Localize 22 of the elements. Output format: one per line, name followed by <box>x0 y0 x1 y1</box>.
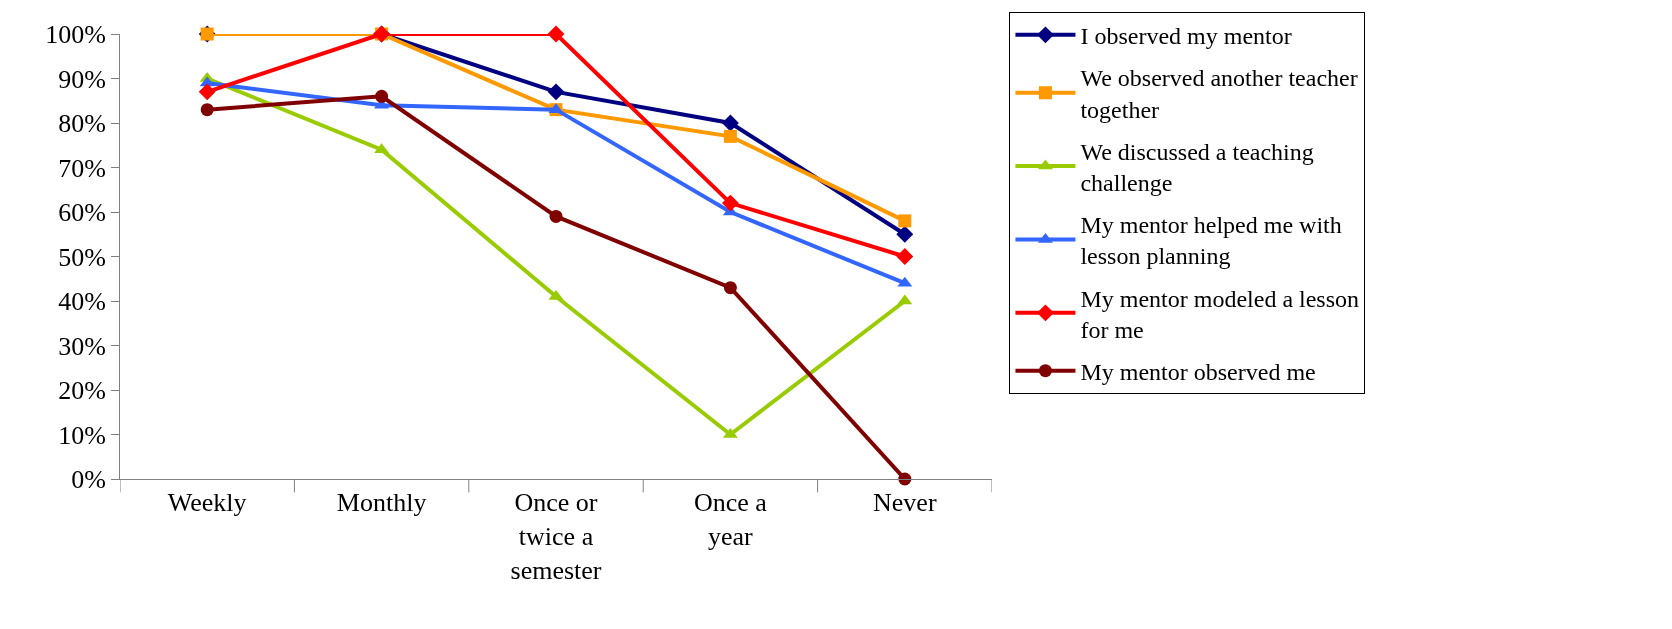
y-tick-label: 80% <box>58 109 106 139</box>
y-tick-label: 10% <box>58 420 106 450</box>
legend-label: We discussed a teaching challenge <box>1080 138 1314 197</box>
x-tick-label: Once a year <box>693 488 768 551</box>
y-tick-label: 20% <box>58 376 106 406</box>
y-tick-label: 40% <box>58 287 106 317</box>
x-tick-label: Monthly <box>336 488 427 518</box>
x-tick-label: Weekly <box>167 488 247 518</box>
legend-label: My mentor helped me with lesson planning <box>1080 212 1342 270</box>
y-tick-label: 30% <box>58 331 106 361</box>
y-tick-label: 60% <box>58 198 106 228</box>
y-tick-label: 0% <box>71 465 106 495</box>
x-tick-label: Never <box>873 488 937 518</box>
y-tick-label: 50% <box>58 242 106 272</box>
y-tick-label: 90% <box>58 64 106 94</box>
y-tick-label: 100% <box>45 20 106 50</box>
legend-label: I observed my mentor <box>1080 23 1292 50</box>
legend-label: My mentor modeled a lesson for me <box>1080 285 1360 343</box>
legend-label: We observed another teacher together <box>1080 65 1358 123</box>
y-tick-label: 70% <box>58 153 106 183</box>
x-tick-label: Once or twice a semester <box>510 488 602 585</box>
legend-label: My mentor observed me <box>1080 359 1316 386</box>
